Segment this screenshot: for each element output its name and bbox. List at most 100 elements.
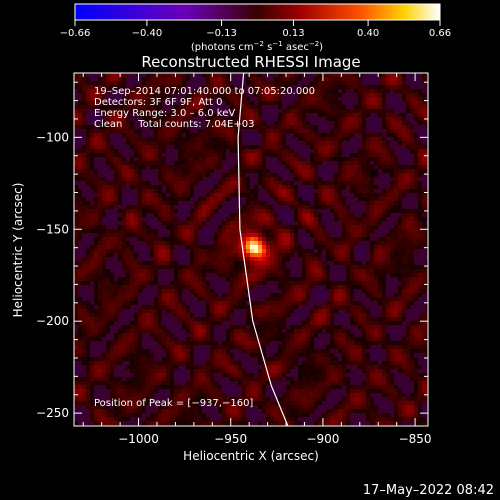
image-pixel (86, 157, 90, 161)
image-pixel (394, 229, 398, 233)
image-pixel (250, 109, 254, 113)
image-pixel (226, 85, 230, 89)
image-pixel (238, 149, 242, 153)
image-pixel (94, 277, 98, 281)
image-pixel (390, 265, 394, 269)
image-pixel (218, 157, 222, 161)
image-pixel (174, 121, 178, 125)
image-pixel (270, 117, 274, 121)
image-pixel (302, 277, 306, 281)
image-pixel (242, 149, 246, 153)
image-pixel (354, 77, 358, 81)
image-pixel (382, 105, 386, 109)
image-pixel (254, 229, 258, 233)
image-pixel (122, 85, 126, 89)
image-pixel (398, 233, 402, 237)
image-pixel (210, 117, 214, 121)
image-pixel (162, 93, 166, 97)
image-pixel (270, 101, 274, 105)
image-pixel (374, 125, 378, 129)
image-pixel (174, 145, 178, 149)
image-pixel (246, 261, 250, 265)
image-pixel (314, 253, 318, 257)
image-pixel (290, 113, 294, 117)
image-pixel (350, 269, 354, 273)
image-pixel (214, 109, 218, 113)
image-pixel (410, 145, 414, 149)
image-pixel (314, 177, 318, 181)
image-pixel (330, 137, 334, 141)
image-pixel (106, 161, 110, 165)
image-pixel (242, 277, 246, 281)
image-pixel (374, 181, 378, 185)
image-pixel (94, 109, 98, 113)
image-pixel (254, 213, 258, 217)
image-pixel (422, 137, 426, 141)
image-pixel (270, 93, 274, 97)
image-pixel (234, 181, 238, 185)
image-pixel (74, 193, 78, 197)
image-pixel (386, 197, 390, 201)
image-pixel (262, 289, 266, 293)
image-pixel (222, 129, 226, 133)
image-pixel (106, 293, 110, 297)
image-pixel (150, 129, 154, 133)
image-pixel (230, 73, 234, 77)
image-pixel (294, 285, 298, 289)
image-pixel (266, 81, 270, 85)
image-pixel (426, 273, 428, 277)
image-pixel (158, 173, 162, 177)
image-pixel (410, 285, 414, 289)
image-pixel (238, 269, 242, 273)
image-pixel (370, 169, 374, 173)
image-pixel (226, 245, 230, 249)
image-pixel (350, 237, 354, 241)
image-pixel (338, 153, 342, 157)
image-pixel (310, 161, 314, 165)
image-pixel (238, 281, 242, 285)
image-pixel (282, 225, 286, 229)
image-pixel (306, 121, 310, 125)
image-pixel (206, 249, 210, 253)
image-pixel (94, 197, 98, 201)
image-pixel (158, 145, 162, 149)
image-pixel (226, 249, 230, 253)
image-pixel (178, 205, 182, 209)
image-pixel (102, 205, 106, 209)
image-pixel (102, 201, 106, 205)
image-pixel (170, 229, 174, 233)
image-pixel (158, 181, 162, 185)
image-pixel (154, 165, 158, 169)
image-pixel (418, 161, 422, 165)
image-pixel (370, 89, 374, 93)
image-pixel (394, 161, 398, 165)
image-pixel (158, 257, 162, 261)
image-pixel (294, 125, 298, 129)
image-pixel (214, 129, 218, 133)
image-pixel (290, 257, 294, 261)
image-pixel (198, 205, 202, 209)
image-pixel (182, 181, 186, 185)
image-pixel (394, 205, 398, 209)
image-pixel (366, 137, 370, 141)
image-pixel (382, 277, 386, 281)
image-pixel (330, 233, 334, 237)
image-pixel (398, 209, 402, 213)
image-pixel (278, 221, 282, 225)
image-pixel (126, 189, 130, 193)
image-pixel (162, 249, 166, 253)
image-pixel (186, 205, 190, 209)
image-pixel (274, 257, 278, 261)
image-pixel (310, 229, 314, 233)
image-pixel (162, 165, 166, 169)
image-pixel (394, 285, 398, 289)
image-pixel (278, 169, 282, 173)
image-pixel (254, 161, 258, 165)
image-pixel (118, 277, 122, 281)
image-pixel (86, 121, 90, 125)
image-pixel (234, 273, 238, 277)
image-pixel (294, 249, 298, 253)
image-pixel (190, 273, 194, 277)
image-pixel (370, 149, 374, 153)
image-pixel (242, 141, 246, 145)
